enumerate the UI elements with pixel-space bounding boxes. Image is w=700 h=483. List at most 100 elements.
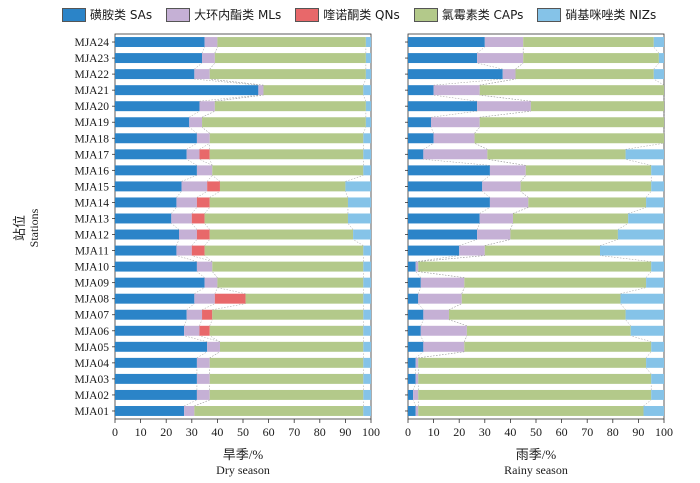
panel-dry-season: MJA01 MJA02 MJA03 MJA04 MJA05 MJA06 MJA07 MJA08…: [74, 33, 380, 477]
bar-dry-mja15-sas: [115, 181, 182, 192]
bar-rainy-mja18-caps: [474, 133, 664, 144]
category-label: MJA23: [74, 53, 109, 65]
x-tick-label: 20: [160, 425, 172, 439]
bar-dry-mja24-mls: [204, 37, 218, 47]
bar-dry-mja08-mls: [194, 293, 215, 304]
connector-line: [433, 94, 478, 102]
bar-rainy-mja17-nizs: [625, 149, 664, 160]
connector-line: [183, 319, 187, 326]
connector-line: [196, 351, 208, 359]
bar-rainy-mja08-mls: [418, 293, 462, 304]
connector-line: [487, 159, 526, 166]
bar-rainy-mja05-nizs: [651, 341, 664, 352]
bar-dry-mja07-nizs: [363, 309, 371, 320]
bar-dry-mja11-sas: [115, 245, 177, 256]
panel-rainy-season: 0 10 20 30 40 50 60 70 80 90 100 雨季/%Rainy season: [405, 33, 673, 477]
bar-dry-mja24-sas: [115, 37, 205, 47]
connector-line: [464, 335, 468, 342]
bar-dry-mja21-nizs: [363, 85, 371, 96]
bar-dry-mja12-nizs: [353, 229, 371, 240]
bar-rainy-mja03-sas: [408, 373, 416, 384]
bar-rainy-mja09-nizs: [646, 277, 664, 288]
bar-dry-mja09-caps: [217, 277, 364, 288]
connector-line: [620, 287, 647, 294]
bar-dry-mja20-mls: [199, 101, 215, 112]
connector-line: [653, 62, 660, 70]
connector-line: [194, 399, 210, 407]
connector-line: [412, 383, 416, 391]
category-label: MJA03: [74, 374, 109, 386]
connector-line: [510, 223, 514, 230]
bar-rainy-mja23-caps: [523, 53, 659, 64]
bar-rainy-mja01-caps: [418, 406, 644, 416]
bar-rainy-mja06-sas: [408, 325, 421, 336]
connector-line: [363, 127, 367, 134]
bar-rainy-mja20-sas: [408, 101, 478, 112]
connector-line: [194, 62, 203, 70]
bar-dry-mja13-caps: [204, 213, 348, 224]
bar-rainy-mja23-nizs: [658, 53, 664, 64]
x-tick-label: 70: [581, 425, 593, 439]
bar-rainy-mja03-mls: [415, 373, 419, 384]
bar-dry-mja11-mls: [176, 245, 192, 256]
bar-rainy-mja22-mls: [502, 69, 516, 80]
connector-line: [206, 175, 213, 182]
category-label: MJA01: [74, 406, 109, 418]
legend-swatch-qns: [295, 7, 320, 22]
bar-dry-mja08-caps: [245, 293, 364, 304]
bar-rainy-mja12-nizs: [617, 229, 664, 240]
bar-dry-mja05-nizs: [363, 341, 371, 352]
x-tick-label: 0: [112, 425, 118, 439]
x-tick-label: 70: [288, 425, 300, 439]
connector-line: [201, 303, 215, 310]
bar-dry-mja03-mls: [196, 373, 210, 384]
connector-line: [418, 351, 465, 359]
bar-rainy-mja16-nizs: [651, 165, 664, 176]
connector-line: [653, 78, 665, 86]
bar-dry-mja11-nizs: [363, 245, 371, 256]
bar-dry-mja04-sas: [115, 357, 197, 368]
connector-line: [418, 255, 485, 262]
bar-dry-mja06-qns: [199, 325, 210, 336]
connector-line: [599, 239, 619, 246]
category-label: MJA13: [74, 213, 109, 225]
bar-dry-mja13-qns: [191, 213, 205, 224]
connector-line: [415, 271, 421, 278]
x-tick-label: 100: [362, 425, 380, 439]
bar-dry-mja17-mls: [186, 149, 200, 160]
connector-line: [209, 62, 216, 70]
legend-item-qns: 喹诺酮类 QNs: [295, 6, 400, 23]
bar-rainy-mja24-mls: [484, 37, 524, 47]
bar-dry-mja05-mls: [207, 341, 220, 352]
category-label: MJA12: [74, 230, 109, 242]
bar-rainy-mja07-mls: [423, 309, 449, 320]
category-label: MJA16: [74, 165, 109, 177]
bar-rainy-mja14-mls: [489, 197, 529, 208]
connector-line: [459, 239, 478, 246]
bar-dry-mja18-mls: [196, 133, 210, 144]
bar-dry-mja19-caps: [202, 117, 366, 128]
connector-line: [184, 335, 208, 343]
bar-dry-mja12-mls: [179, 229, 197, 240]
bar-dry-mja16-caps: [212, 165, 364, 176]
bar-dry-mja01-nizs: [363, 406, 371, 416]
bar-rainy-mja11-nizs: [600, 245, 664, 256]
bar-dry-mja04-mls: [196, 357, 210, 368]
bar-dry-mja22-sas: [115, 69, 195, 80]
bar-dry-mja15-mls: [181, 181, 208, 192]
bar-rainy-mja05-sas: [408, 341, 424, 352]
bar-dry-mja14-nizs: [347, 197, 371, 208]
connector-line: [214, 287, 218, 294]
connector-line: [643, 399, 652, 407]
bar-dry-mja20-caps: [214, 101, 366, 112]
bar-rainy-mja14-nizs: [646, 197, 664, 208]
bar-rainy-mja08-caps: [461, 293, 621, 304]
connector-line: [448, 303, 462, 310]
bar-dry-mja19-sas: [115, 117, 190, 128]
x-tick-label: 60: [556, 425, 568, 439]
bar-dry-mja10-caps: [212, 261, 364, 272]
category-label: MJA06: [74, 326, 109, 338]
category-label: MJA17: [74, 149, 109, 161]
connector-line: [423, 159, 490, 166]
bar-dry-mja14-mls: [176, 197, 197, 208]
